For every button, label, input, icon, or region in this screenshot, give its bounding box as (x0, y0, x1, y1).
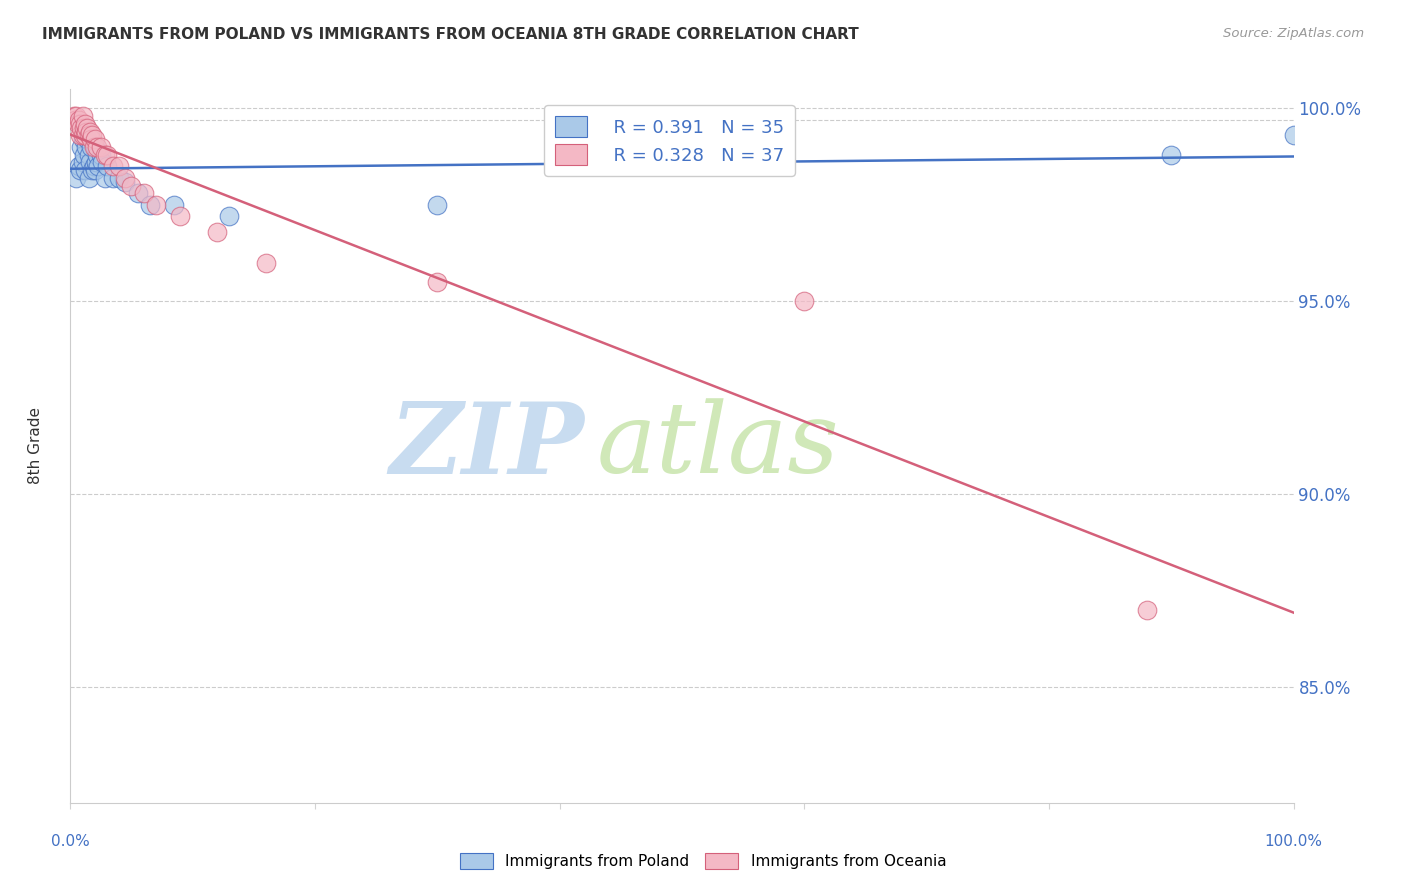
Point (72, 128, 94, 143)
Point (73, 163, 96, 178)
Point (69, 163, 91, 178)
Point (72, 155, 94, 169)
Point (91, 155, 114, 169)
Point (69, 117, 91, 131)
Point (121, 178, 143, 193)
Point (75, 125, 97, 139)
Text: IMMIGRANTS FROM POLAND VS IMMIGRANTS FROM OCEANIA 8TH GRADE CORRELATION CHART: IMMIGRANTS FROM POLAND VS IMMIGRANTS FRO… (42, 27, 859, 42)
Point (77, 148, 100, 162)
Point (101, 170, 124, 185)
Point (69, 128, 91, 143)
Point (169, 210, 191, 224)
Legend:   R = 0.391   N = 35,   R = 0.328   N = 37: R = 0.391 N = 35, R = 0.328 N = 37 (544, 105, 794, 176)
Point (83, 140, 105, 154)
Point (87, 159, 110, 173)
Point (73, 120, 96, 135)
Point (1136, 603, 1159, 617)
Point (101, 159, 124, 173)
Point (70, 140, 93, 154)
Point (96, 159, 118, 173)
Point (83, 132, 105, 146)
Point (75, 140, 97, 154)
Point (1282, 128, 1305, 143)
Text: atlas: atlas (596, 399, 839, 493)
Point (108, 170, 131, 185)
Text: 8th Grade: 8th Grade (28, 408, 42, 484)
Point (66, 117, 89, 131)
Point (67, 113, 90, 128)
Point (1160, 148, 1182, 162)
Point (76, 132, 98, 146)
Point (145, 198, 167, 212)
Point (426, 275, 449, 289)
Point (72, 109, 94, 123)
Point (426, 198, 449, 212)
Point (218, 210, 240, 224)
Point (82, 128, 104, 143)
Point (132, 186, 155, 201)
Point (70, 120, 93, 135)
Point (82, 163, 104, 178)
Point (86, 148, 108, 162)
Point (72, 132, 94, 146)
Point (254, 256, 277, 270)
Text: ZIP: ZIP (389, 398, 583, 494)
Point (79, 155, 101, 169)
Point (83, 159, 105, 173)
Point (73, 117, 96, 131)
Point (73, 128, 96, 143)
Point (80, 132, 103, 146)
Point (139, 198, 162, 212)
Point (93, 170, 115, 185)
Point (67, 159, 90, 173)
Point (163, 198, 186, 212)
Point (77, 170, 100, 185)
Point (93, 148, 115, 162)
Point (84, 155, 107, 169)
Point (205, 225, 228, 239)
Point (114, 170, 136, 185)
Point (65, 170, 87, 185)
Point (127, 186, 149, 201)
Point (80, 140, 103, 154)
Legend: Immigrants from Poland, Immigrants from Oceania: Immigrants from Poland, Immigrants from … (454, 847, 952, 875)
Point (83, 140, 105, 154)
Point (793, 294, 815, 309)
Point (65, 109, 87, 123)
Point (76, 120, 98, 135)
Point (63, 109, 86, 123)
Point (73, 148, 96, 162)
Text: 0.0%: 0.0% (51, 834, 90, 849)
Point (114, 175, 136, 189)
Point (96, 148, 118, 162)
Point (77, 128, 100, 143)
Text: 100.0%: 100.0% (1264, 834, 1323, 849)
Point (90, 148, 112, 162)
Point (63, 113, 86, 128)
Point (108, 159, 131, 173)
Point (79, 125, 101, 139)
Text: Source: ZipAtlas.com: Source: ZipAtlas.com (1223, 27, 1364, 40)
Point (83, 163, 105, 178)
Point (90, 140, 112, 154)
Point (86, 140, 108, 154)
